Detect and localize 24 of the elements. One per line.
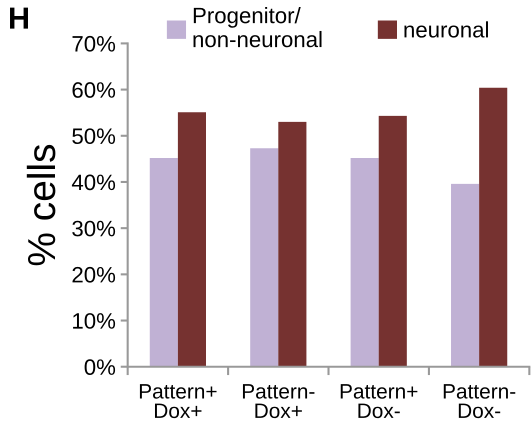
bar — [479, 88, 508, 367]
y-tick-label: 30% — [72, 220, 116, 236]
y-tick-label: 0% — [84, 359, 116, 375]
x-tick-label: Pattern- Dox- — [444, 384, 516, 418]
bar — [178, 112, 206, 367]
bar — [278, 122, 306, 367]
y-tick-label: 20% — [72, 266, 116, 283]
bar — [150, 158, 178, 367]
y-tick-label: 50% — [72, 128, 116, 144]
bar — [451, 184, 480, 367]
legend-label: neuronal — [404, 21, 488, 38]
y-axis-title: % cells — [26, 144, 56, 266]
legend-label: Progenitor/ non-neuronal — [193, 7, 322, 48]
bar — [250, 148, 278, 367]
text: H — [10, 8, 28, 29]
y-tick-label: 40% — [72, 174, 116, 190]
x-tick-label: Pattern- Dox+ — [242, 384, 314, 418]
bar — [378, 116, 407, 367]
y-tick-label: 70% — [72, 36, 116, 52]
x-tick-label: Pattern+ Dox- — [340, 384, 418, 418]
x-tick-label: Pattern+ Dox+ — [140, 384, 217, 418]
bar — [350, 158, 379, 367]
y-tick-label: 10% — [73, 313, 116, 329]
y-tick-label: 60% — [72, 82, 116, 98]
